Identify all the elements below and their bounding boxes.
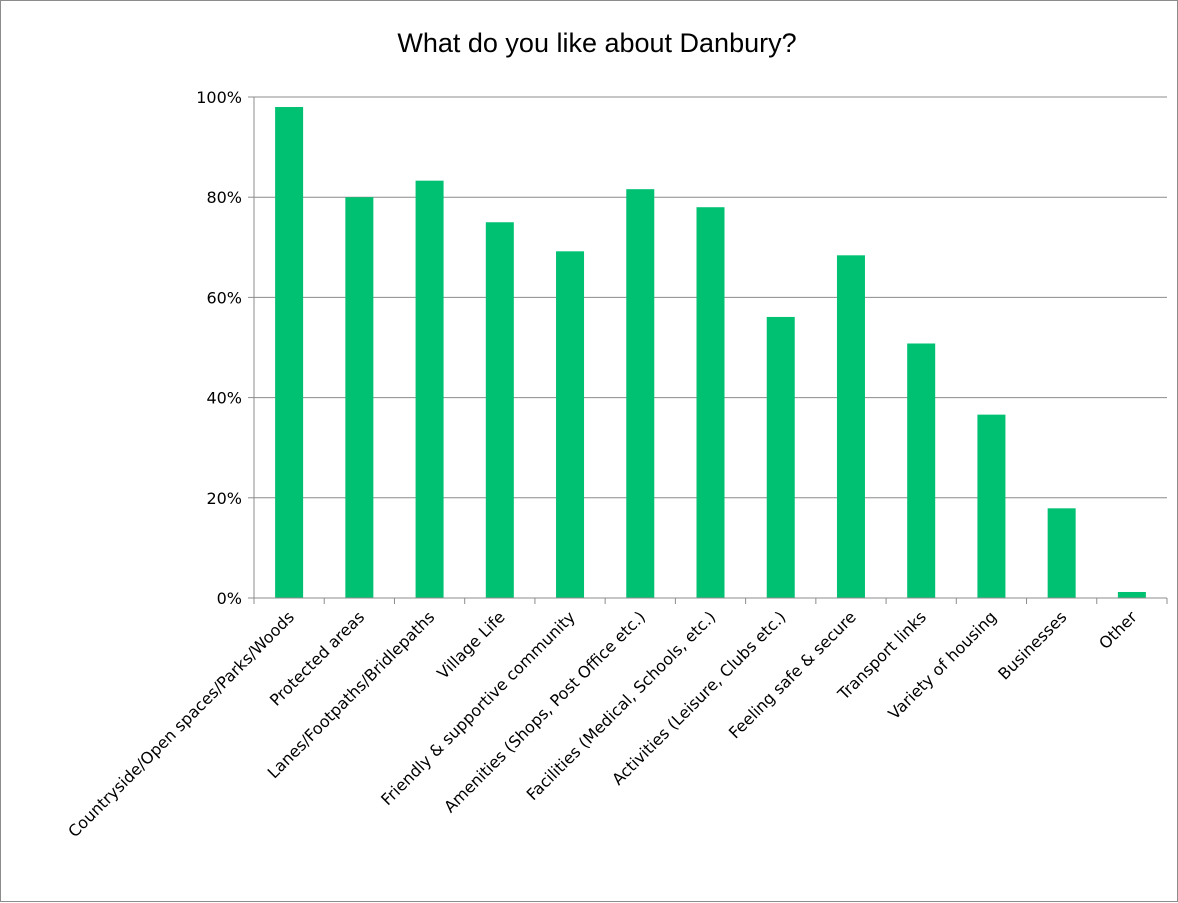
y-axis-tick-labels: 0% 20% 40% 60% 80% 100% bbox=[196, 88, 242, 608]
x-tick-label: Feeling safe & secure bbox=[725, 607, 860, 742]
x-tick-label: Village Life bbox=[433, 607, 508, 682]
bar bbox=[556, 251, 585, 599]
bar bbox=[275, 107, 304, 599]
bar bbox=[485, 222, 514, 598]
y-tick-label: 40% bbox=[206, 389, 242, 408]
bar bbox=[766, 316, 795, 598]
bar bbox=[1047, 508, 1076, 598]
axes bbox=[248, 96, 1168, 604]
bar bbox=[696, 207, 725, 598]
chart-title: What do you like about Danbury? bbox=[397, 28, 796, 58]
bar bbox=[626, 189, 655, 598]
y-tick-label: 0% bbox=[217, 589, 242, 608]
x-tick-label: Businesses bbox=[994, 607, 1070, 683]
bar bbox=[836, 255, 865, 599]
y-tick-label: 60% bbox=[206, 288, 242, 307]
bar bbox=[415, 180, 444, 599]
x-tick-label: Countryside/Open spaces/Parks/Woods bbox=[64, 607, 298, 841]
bar bbox=[907, 343, 936, 598]
y-tick-label: 80% bbox=[206, 188, 242, 207]
bars bbox=[275, 107, 1146, 599]
x-axis-category-labels: Countryside/Open spaces/Parks/WoodsProte… bbox=[64, 607, 1141, 841]
bar bbox=[345, 197, 374, 598]
y-tick-label: 100% bbox=[196, 88, 242, 107]
bar bbox=[1117, 591, 1146, 598]
x-tick-label: Other bbox=[1095, 607, 1141, 653]
bar bbox=[977, 414, 1006, 598]
y-tick-label: 20% bbox=[206, 489, 242, 508]
